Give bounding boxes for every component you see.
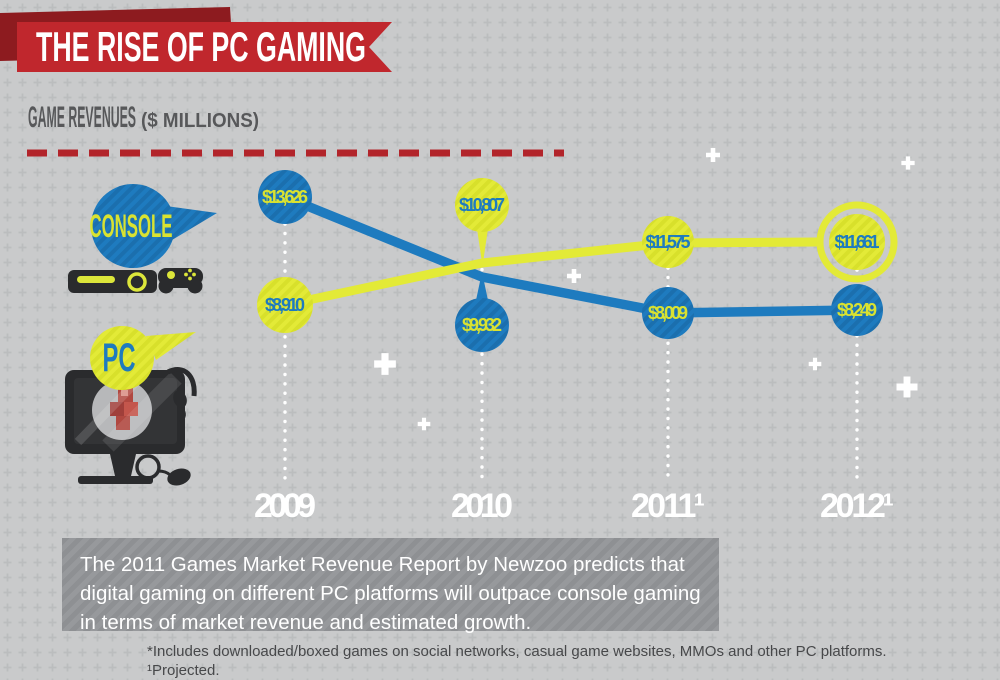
tetris-blocks — [110, 388, 138, 430]
dotted-leader-lines — [283, 222, 859, 485]
year-2011: 2011¹ — [631, 487, 705, 525]
console-legend: CONSOLE — [68, 184, 217, 294]
year-2010: 2010 — [451, 487, 513, 525]
console-legend-label: CONSOLE — [90, 208, 173, 244]
data-point-pc-2012 — [829, 214, 885, 270]
info-box-text: The 2011 Games Market Revenue Report by … — [80, 553, 701, 634]
page-title: THE RISE OF PC GAMING — [36, 23, 366, 70]
revenues-unit: ($ MILLIONS) — [141, 110, 259, 132]
value-console-2012: $8,249 — [837, 300, 877, 320]
value-console-2010: $9,932 — [462, 315, 502, 335]
pc-line — [284, 237, 819, 310]
console-slot — [77, 276, 115, 283]
pc-bubble — [90, 326, 154, 390]
console-2010-tail — [475, 272, 489, 305]
screen-reflection — [102, 372, 182, 452]
pc-icon — [65, 367, 197, 486]
gamepad-icon — [158, 268, 203, 294]
year-2009: 2009 — [254, 487, 316, 525]
footnote-sources: *Includes downloaded/boxed games on soci… — [147, 643, 887, 660]
data-point-console-2012 — [831, 284, 883, 336]
console-power-ring — [127, 272, 147, 292]
console-bubble-pointer — [166, 206, 217, 240]
value-pc-2012: $11,661 — [835, 232, 880, 252]
footnote-projected: ¹Projected. — [147, 661, 220, 679]
console-line — [283, 192, 858, 318]
data-point-console-2009 — [258, 170, 312, 224]
year-labels: 2009 2010 2011¹ 2012¹ — [254, 487, 894, 525]
ribbon-front — [17, 22, 392, 72]
year-2012: 2012¹ — [820, 487, 894, 525]
mouse-icon — [135, 454, 191, 486]
value-pc-2010: $10,807 — [459, 195, 505, 215]
revenue-chart: $13,626 $9,932 $8,009 $8,249 $8,910 $10,… — [254, 170, 898, 525]
footnotes: *Includes downloaded/boxed games on soci… — [147, 643, 887, 680]
pc-2010-tail — [476, 222, 489, 266]
data-point-pc-2011 — [642, 216, 694, 268]
value-pc-2009: $8,910 — [265, 295, 305, 315]
console-icon — [68, 268, 203, 294]
value-console-2009: $13,626 — [262, 187, 308, 207]
value-labels: $13,626 $9,932 $8,009 $8,249 $8,910 $10,… — [262, 187, 880, 335]
monitor-base — [78, 476, 153, 484]
data-point-console-2011 — [642, 287, 694, 339]
console-bubble — [91, 184, 175, 268]
info-box: The 2011 Games Market Revenue Report by … — [62, 538, 719, 634]
value-pc-2011: $11,575 — [646, 232, 691, 252]
pc-legend: PC — [65, 326, 197, 486]
monitor-neck — [110, 454, 136, 476]
screen-reflection — [74, 376, 142, 446]
title-ribbon: THE RISE OF PC GAMING — [0, 7, 392, 72]
data-point-console-2010 — [455, 298, 509, 352]
data-point-pc-2009 — [257, 277, 313, 333]
revenues-heading: GAME REVENUES — [28, 101, 136, 134]
pc-legend-label: PC — [103, 336, 136, 380]
pc-2012-highlight-ring — [816, 201, 898, 283]
section-heading: GAME REVENUES ($ MILLIONS) — [27, 101, 564, 157]
pc-bubble-pointer — [146, 332, 196, 360]
value-console-2011: $8,009 — [648, 303, 688, 323]
data-point-pc-2010 — [455, 178, 509, 232]
headset-icon — [166, 367, 197, 423]
